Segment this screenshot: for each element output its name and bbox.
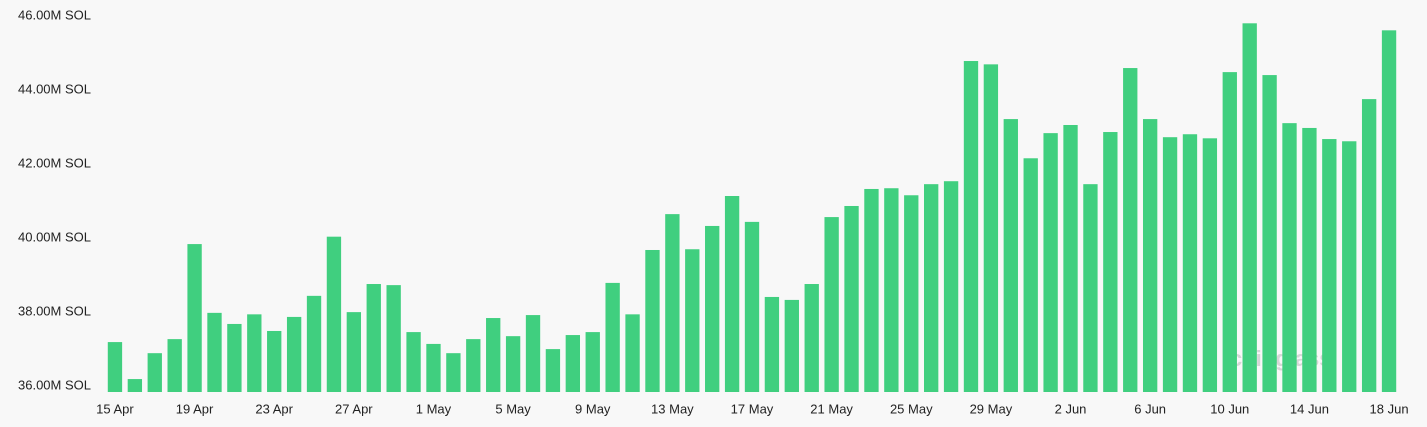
x-tick-label: 6 Jun [1134,401,1166,416]
bar [1222,72,1237,392]
bar [724,196,740,392]
x-tick-label: 1 May [416,401,452,416]
bar [1103,132,1118,392]
x-tick-label: 29 May [970,401,1013,416]
bar [167,339,182,392]
bar [227,323,242,392]
bar [326,236,342,392]
bar [665,214,680,392]
bar [147,353,162,392]
bar [466,339,481,392]
bar [705,225,720,392]
bar [247,314,262,392]
bar [904,195,919,392]
x-tick-label: 5 May [495,401,531,416]
bar [824,217,839,392]
x-tick-label: 2 Jun [1055,401,1087,416]
bar [884,188,899,392]
bar [1063,124,1078,393]
bar [924,184,939,392]
bar [525,315,541,392]
bar [107,342,123,392]
bar [943,181,959,392]
bar [486,318,501,392]
bar [406,332,421,392]
bar [505,336,521,392]
x-tick-label: 21 May [810,401,853,416]
bar [1361,99,1377,392]
bar [446,353,461,392]
x-tick-label: 25 May [890,401,933,416]
bar [545,349,561,392]
bar [1083,184,1098,392]
bar [1282,123,1297,393]
bar [1262,75,1277,392]
bar [963,61,979,393]
y-tick-label: 44.00M SOL [18,82,91,97]
bar [366,284,381,392]
x-tick-label: 13 May [651,401,694,416]
x-tick-label: 18 Jun [1370,401,1409,416]
bar [844,205,859,392]
x-tick-label: 10 Jun [1210,401,1249,416]
bar [685,249,700,392]
bar [983,64,999,392]
bar [764,296,780,392]
bar [306,295,322,392]
bar [386,285,401,392]
x-tick-label: 14 Jun [1290,401,1329,416]
bar [1182,134,1198,392]
bar [207,312,222,392]
bar [585,332,600,392]
bar [804,284,819,392]
bar [1162,137,1178,392]
y-tick-label: 36.00M SOL [18,377,91,392]
bar [1242,23,1257,392]
bar [1142,119,1158,392]
bar [426,343,441,392]
bar [127,379,143,392]
x-tick-label: 15 Apr [96,401,134,416]
x-tick-label: 23 Apr [255,401,293,416]
bar [784,299,799,392]
y-tick-label: 40.00M SOL [18,230,91,245]
bar [864,188,879,392]
bar [286,316,302,392]
bar [565,335,580,392]
x-tick-label: 17 May [731,401,774,416]
bar [625,314,640,392]
bar [267,330,282,392]
bar [187,244,202,392]
bar [1003,119,1018,392]
bar [1023,158,1038,392]
bar [1322,139,1337,392]
bar [645,249,660,392]
bar [1342,141,1357,392]
bar [605,282,620,392]
x-tick-label: 9 May [575,401,611,416]
bar [1043,133,1058,392]
bar [1123,68,1138,392]
bar [346,312,362,392]
x-tick-label: 27 Apr [335,401,373,416]
bar [1381,30,1397,393]
y-tick-label: 46.00M SOL [18,8,91,23]
bar [1202,138,1218,392]
x-tick-label: 19 Apr [176,401,214,416]
y-tick-label: 38.00M SOL [18,303,91,318]
y-tick-label: 42.00M SOL [18,156,91,171]
bar [744,221,760,392]
bar [1302,127,1317,393]
